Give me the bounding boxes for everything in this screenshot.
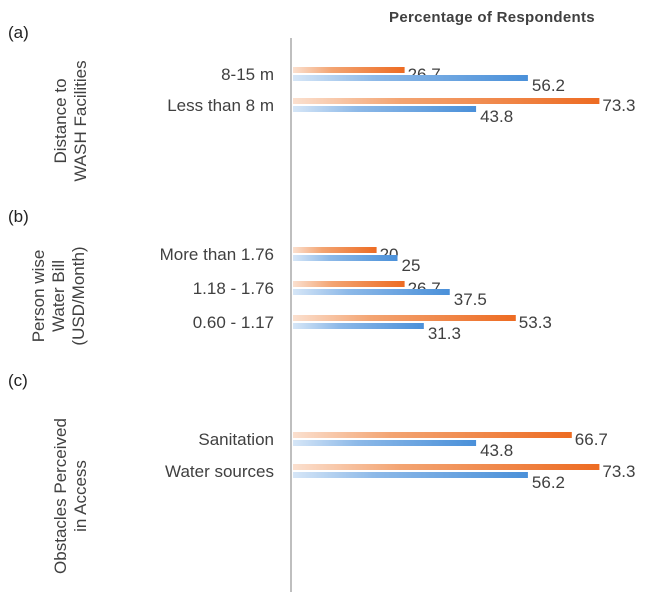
bar-orange [293,464,600,470]
panel-2: (b) Person wiseWater Bill(USD/Month) More … [8,207,552,346]
bar-blue [293,440,477,446]
category-group: 1.18 - 1.76 26.7 37.5 [193,279,487,309]
bar-orange [293,315,516,321]
value-label-orange: 73.3 [602,96,635,115]
bar-orange [293,67,405,73]
category-label: More than 1.76 [160,245,274,264]
bar-blue [293,289,450,295]
bar-orange [293,432,572,438]
value-label-orange: 26.7 [408,279,441,298]
panel-letter: (b) [8,207,29,226]
category-label: Sanitation [198,430,274,449]
group-title: Obstacles Perceivedin Access [51,418,90,574]
value-label-blue: 37.5 [454,290,487,309]
bar-blue [293,255,398,261]
value-label-orange: 73.3 [602,462,635,481]
value-label-blue: 31.3 [428,324,461,343]
panel-3: (c) Obstacles Perceivedin Access Sanitatio… [8,371,635,574]
value-label-orange: 26.7 [408,65,441,84]
value-label-orange: 53.3 [519,313,552,332]
bar-blue [293,472,528,478]
bar-orange [293,247,377,253]
category-label: 8-15 m [221,65,274,84]
value-label-blue: 25 [402,256,421,275]
bar-blue [293,323,424,329]
value-label-orange: 20 [380,245,399,264]
panel-letter: (a) [8,23,29,42]
category-label: 0.60 - 1.17 [193,313,274,332]
category-group: 0.60 - 1.17 53.3 31.3 [193,313,552,343]
category-group: Water sources 73.3 56.2 [165,462,635,492]
group-title: Person wiseWater Bill(USD/Month) [29,246,88,345]
chart-title: Percentage of Respondents [389,9,595,26]
category-label: 1.18 - 1.76 [193,279,274,298]
bar-orange [293,281,405,287]
category-label: Less than 8 m [167,96,274,115]
bar-blue [293,75,528,81]
value-label-blue: 43.8 [480,107,513,126]
value-label-blue: 56.2 [532,76,565,95]
value-label-blue: 43.8 [480,441,513,460]
group-title: Distance toWASH Facilities [51,60,90,181]
category-label: Water sources [165,462,274,481]
category-group: Sanitation 66.7 43.8 [198,430,608,460]
category-group: Less than 8 m 73.3 43.8 [167,96,635,126]
chart-panels: (a) Distance toWASH Facilities 8-15 m 26.7 5… [8,23,635,574]
bar-blue [293,106,477,112]
panel-letter: (c) [8,371,28,390]
value-label-blue: 56.2 [532,473,565,492]
value-label-orange: 66.7 [575,430,608,449]
panel-1: (a) Distance toWASH Facilities 8-15 m 26.7 5… [8,23,635,182]
bar-orange [293,98,600,104]
category-group: 8-15 m 26.7 56.2 [221,65,565,95]
